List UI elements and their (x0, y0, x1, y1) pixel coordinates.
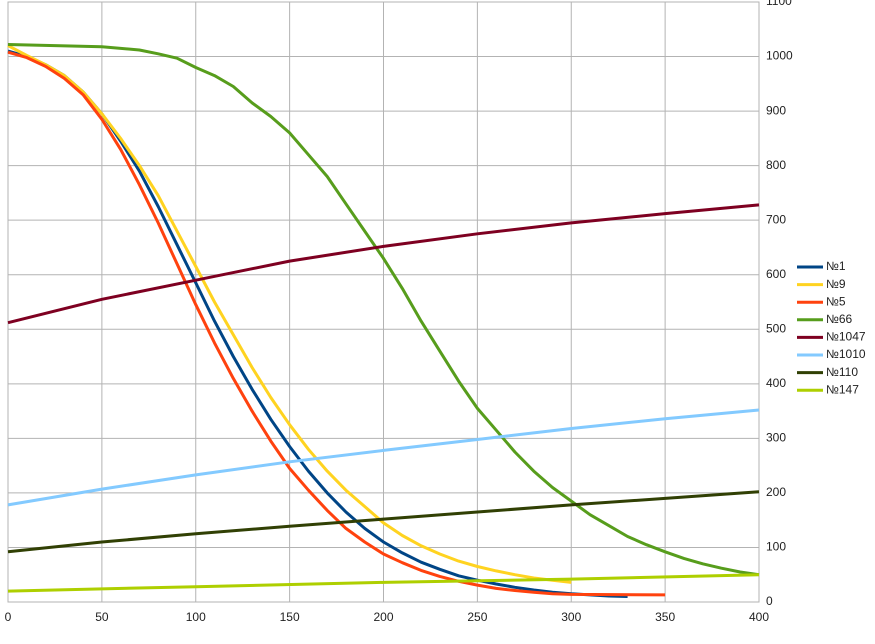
plot-frame (7, 1, 760, 603)
y-tick-label: 300 (766, 431, 786, 445)
y-tick-label: 800 (766, 158, 786, 172)
x-tick-label: 0 (5, 610, 12, 624)
y-tick-label: 400 (766, 376, 786, 390)
y-tick-label: 900 (766, 103, 786, 117)
series-line (7, 203, 760, 325)
y-tick-label: 500 (766, 321, 786, 335)
y-tick-label: 100 (766, 540, 786, 554)
x-tick-label: 50 (95, 610, 109, 624)
y-tick-label: 0 (766, 594, 773, 608)
x-tick-label: 350 (655, 610, 675, 624)
legend-label: №66 (826, 312, 853, 326)
series-line (7, 49, 628, 598)
x-tick-label: 250 (467, 610, 487, 624)
series-line (7, 408, 760, 507)
y-tick-label: 600 (766, 267, 786, 281)
x-tick-label: 300 (561, 610, 581, 624)
series-line (7, 50, 666, 597)
y-tick-label: 1000 (766, 49, 793, 63)
series-line (7, 44, 572, 584)
legend-label: №1010 (826, 347, 866, 361)
legend-label: №110 (826, 365, 858, 379)
series-line (7, 490, 760, 554)
legend-label: №5 (826, 294, 846, 308)
y-tick-label: 700 (766, 212, 786, 226)
x-tick-label: 150 (280, 610, 300, 624)
series-line (7, 573, 760, 593)
y-tick-label: 200 (766, 485, 786, 499)
legend-label: №1047 (826, 330, 866, 344)
series-line (7, 43, 760, 577)
legend-label: №1 (826, 259, 846, 273)
x-tick-label: 100 (186, 610, 206, 624)
y-tick-label: 1100 (766, 0, 792, 8)
x-tick-label: 400 (749, 610, 769, 624)
legend-label: №9 (826, 277, 846, 291)
legend-label: №147 (826, 382, 859, 396)
x-tick-label: 200 (373, 610, 393, 624)
